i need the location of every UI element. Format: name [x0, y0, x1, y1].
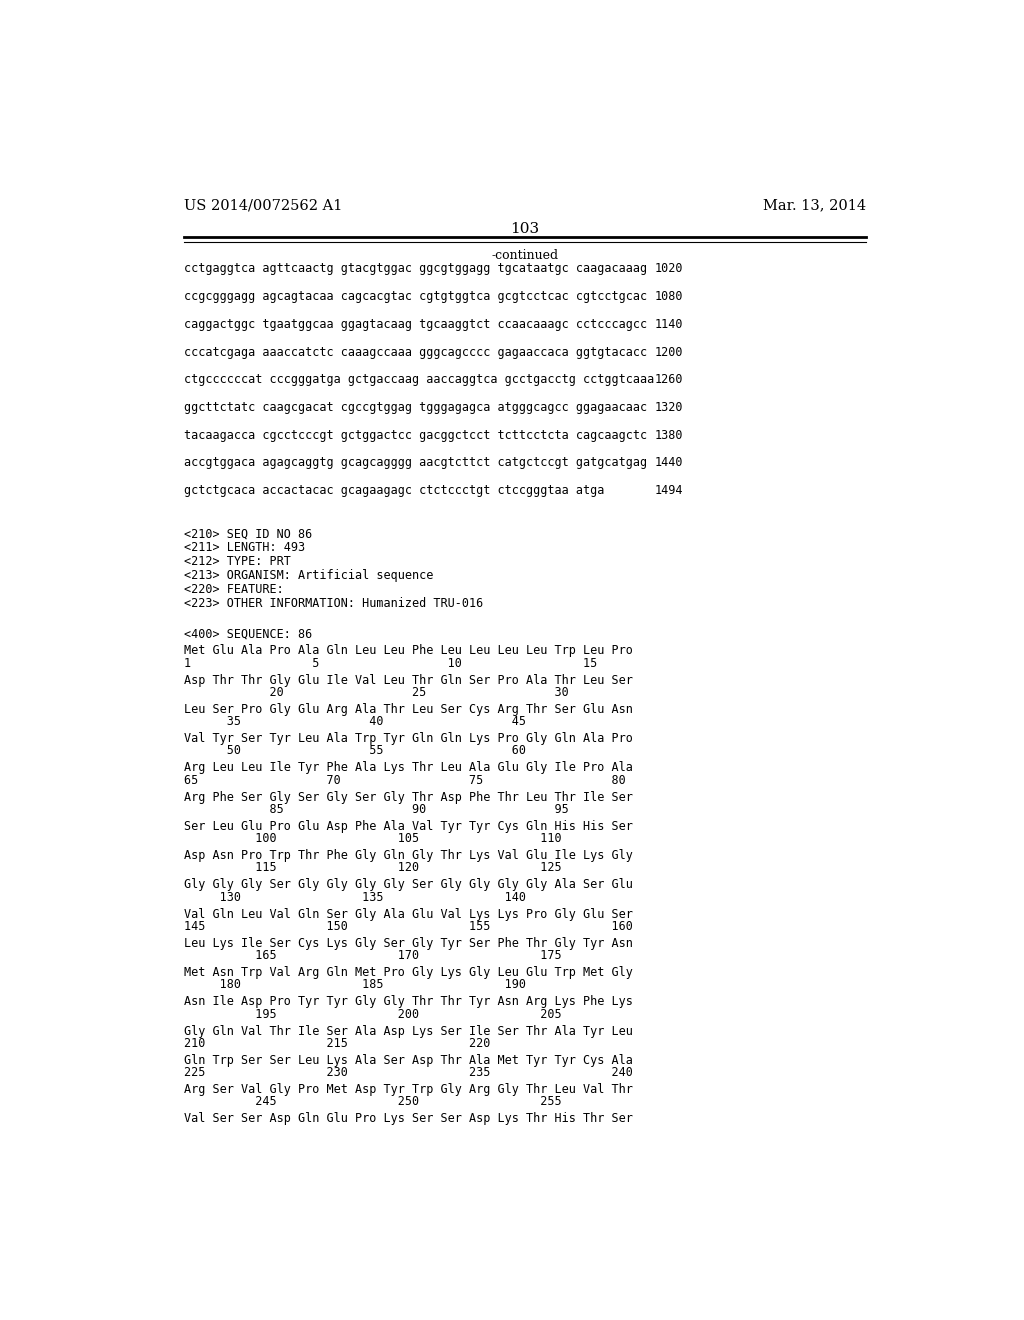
Text: Val Ser Ser Asp Gln Glu Pro Lys Ser Ser Asp Lys Thr His Thr Ser: Val Ser Ser Asp Gln Glu Pro Lys Ser Ser …: [183, 1113, 633, 1126]
Text: Leu Ser Pro Gly Glu Arg Ala Thr Leu Ser Cys Arg Thr Ser Glu Asn: Leu Ser Pro Gly Glu Arg Ala Thr Leu Ser …: [183, 702, 633, 715]
Text: 1020: 1020: [655, 263, 683, 276]
Text: Met Asn Trp Val Arg Gln Met Pro Gly Lys Gly Leu Glu Trp Met Gly: Met Asn Trp Val Arg Gln Met Pro Gly Lys …: [183, 966, 633, 979]
Text: 85                  90                  95: 85 90 95: [183, 803, 568, 816]
Text: 100                 105                 110: 100 105 110: [183, 832, 561, 845]
Text: 35                  40                  45: 35 40 45: [183, 715, 525, 729]
Text: 1260: 1260: [655, 374, 683, 387]
Text: 1140: 1140: [655, 318, 683, 331]
Text: Asp Asn Pro Trp Thr Phe Gly Gln Gly Thr Lys Val Glu Ile Lys Gly: Asp Asn Pro Trp Thr Phe Gly Gln Gly Thr …: [183, 849, 633, 862]
Text: <400> SEQUENCE: 86: <400> SEQUENCE: 86: [183, 627, 312, 640]
Text: US 2014/0072562 A1: US 2014/0072562 A1: [183, 198, 342, 213]
Text: <220> FEATURE:: <220> FEATURE:: [183, 582, 284, 595]
Text: 115                 120                 125: 115 120 125: [183, 862, 561, 874]
Text: 1380: 1380: [655, 429, 683, 442]
Text: 65                  70                  75                  80: 65 70 75 80: [183, 774, 626, 787]
Text: <223> OTHER INFORMATION: Humanized TRU-016: <223> OTHER INFORMATION: Humanized TRU-0…: [183, 597, 483, 610]
Text: Mar. 13, 2014: Mar. 13, 2014: [763, 198, 866, 213]
Text: Val Tyr Ser Tyr Leu Ala Trp Tyr Gln Gln Lys Pro Gly Gln Ala Pro: Val Tyr Ser Tyr Leu Ala Trp Tyr Gln Gln …: [183, 733, 633, 744]
Text: Val Gln Leu Val Gln Ser Gly Ala Glu Val Lys Lys Pro Gly Glu Ser: Val Gln Leu Val Gln Ser Gly Ala Glu Val …: [183, 908, 633, 920]
Text: Ser Leu Glu Pro Glu Asp Phe Ala Val Tyr Tyr Cys Gln His His Ser: Ser Leu Glu Pro Glu Asp Phe Ala Val Tyr …: [183, 820, 633, 833]
Text: Gln Trp Ser Ser Leu Lys Ala Ser Asp Thr Ala Met Tyr Tyr Cys Ala: Gln Trp Ser Ser Leu Lys Ala Ser Asp Thr …: [183, 1053, 633, 1067]
Text: -continued: -continued: [492, 249, 558, 263]
Text: Arg Ser Val Gly Pro Met Asp Tyr Trp Gly Arg Gly Thr Leu Val Thr: Arg Ser Val Gly Pro Met Asp Tyr Trp Gly …: [183, 1084, 633, 1096]
Text: 1494: 1494: [655, 484, 683, 498]
Text: Asp Thr Thr Gly Glu Ile Val Leu Thr Gln Ser Pro Ala Thr Leu Ser: Asp Thr Thr Gly Glu Ile Val Leu Thr Gln …: [183, 673, 633, 686]
Text: ggcttctatc caagcgacat cgccgtggag tgggagagca atgggcagcc ggagaacaac: ggcttctatc caagcgacat cgccgtggag tgggaga…: [183, 401, 647, 414]
Text: 130                 135                 140: 130 135 140: [183, 891, 525, 904]
Text: tacaagacca cgcctcccgt gctggactcc gacggctcct tcttcctcta cagcaagctc: tacaagacca cgcctcccgt gctggactcc gacggct…: [183, 429, 647, 442]
Text: cctgaggtca agttcaactg gtacgtggac ggcgtggagg tgcataatgc caagacaaag: cctgaggtca agttcaactg gtacgtggac ggcgtgg…: [183, 263, 647, 276]
Text: 1                 5                  10                 15: 1 5 10 15: [183, 656, 597, 669]
Text: Arg Leu Leu Ile Tyr Phe Ala Lys Thr Leu Ala Glu Gly Ile Pro Ala: Arg Leu Leu Ile Tyr Phe Ala Lys Thr Leu …: [183, 762, 633, 775]
Text: <213> ORGANISM: Artificial sequence: <213> ORGANISM: Artificial sequence: [183, 569, 433, 582]
Text: accgtggaca agagcaggtg gcagcagggg aacgtcttct catgctccgt gatgcatgag: accgtggaca agagcaggtg gcagcagggg aacgtct…: [183, 457, 647, 470]
Text: 165                 170                 175: 165 170 175: [183, 949, 561, 962]
Text: Gly Gln Val Thr Ile Ser Ala Asp Lys Ser Ile Ser Thr Ala Tyr Leu: Gly Gln Val Thr Ile Ser Ala Asp Lys Ser …: [183, 1024, 633, 1038]
Text: <210> SEQ ID NO 86: <210> SEQ ID NO 86: [183, 527, 312, 540]
Text: Leu Lys Ile Ser Cys Lys Gly Ser Gly Tyr Ser Phe Thr Gly Tyr Asn: Leu Lys Ile Ser Cys Lys Gly Ser Gly Tyr …: [183, 937, 633, 950]
Text: ctgccccccat cccgggatga gctgaccaag aaccaggtca gcctgacctg cctggtcaaa: ctgccccccat cccgggatga gctgaccaag aaccag…: [183, 374, 654, 387]
Text: cccatcgaga aaaccatctc caaagccaaa gggcagcccc gagaaccaca ggtgtacacc: cccatcgaga aaaccatctc caaagccaaa gggcagc…: [183, 346, 647, 359]
Text: ccgcgggagg agcagtacaa cagcacgtac cgtgtggtca gcgtcctcac cgtcctgcac: ccgcgggagg agcagtacaa cagcacgtac cgtgtgg…: [183, 290, 647, 304]
Text: Gly Gly Gly Ser Gly Gly Gly Gly Ser Gly Gly Gly Gly Ala Ser Glu: Gly Gly Gly Ser Gly Gly Gly Gly Ser Gly …: [183, 878, 633, 891]
Text: <211> LENGTH: 493: <211> LENGTH: 493: [183, 541, 305, 554]
Text: caggactggc tgaatggcaa ggagtacaag tgcaaggtct ccaacaaagc cctcccagcc: caggactggc tgaatggcaa ggagtacaag tgcaagg…: [183, 318, 647, 331]
Text: 1080: 1080: [655, 290, 683, 304]
Text: gctctgcaca accactacac gcagaagagc ctctccctgt ctccgggtaa atga: gctctgcaca accactacac gcagaagagc ctctccc…: [183, 484, 604, 498]
Text: 225                 230                 235                 240: 225 230 235 240: [183, 1067, 633, 1080]
Text: 50                  55                  60: 50 55 60: [183, 744, 525, 758]
Text: Arg Phe Ser Gly Ser Gly Ser Gly Thr Asp Phe Thr Leu Thr Ile Ser: Arg Phe Ser Gly Ser Gly Ser Gly Thr Asp …: [183, 791, 633, 804]
Text: Met Glu Ala Pro Ala Gln Leu Leu Phe Leu Leu Leu Leu Trp Leu Pro: Met Glu Ala Pro Ala Gln Leu Leu Phe Leu …: [183, 644, 633, 657]
Text: 180                 185                 190: 180 185 190: [183, 978, 525, 991]
Text: 103: 103: [510, 222, 540, 235]
Text: 195                 200                 205: 195 200 205: [183, 1007, 561, 1020]
Text: 20                  25                  30: 20 25 30: [183, 686, 568, 698]
Text: 1200: 1200: [655, 346, 683, 359]
Text: 245                 250                 255: 245 250 255: [183, 1096, 561, 1109]
Text: <212> TYPE: PRT: <212> TYPE: PRT: [183, 554, 291, 568]
Text: Asn Ile Asp Pro Tyr Tyr Gly Gly Thr Thr Tyr Asn Arg Lys Phe Lys: Asn Ile Asp Pro Tyr Tyr Gly Gly Thr Thr …: [183, 995, 633, 1008]
Text: 145                 150                 155                 160: 145 150 155 160: [183, 920, 633, 933]
Text: 210                 215                 220: 210 215 220: [183, 1038, 490, 1049]
Text: 1440: 1440: [655, 457, 683, 470]
Text: 1320: 1320: [655, 401, 683, 414]
